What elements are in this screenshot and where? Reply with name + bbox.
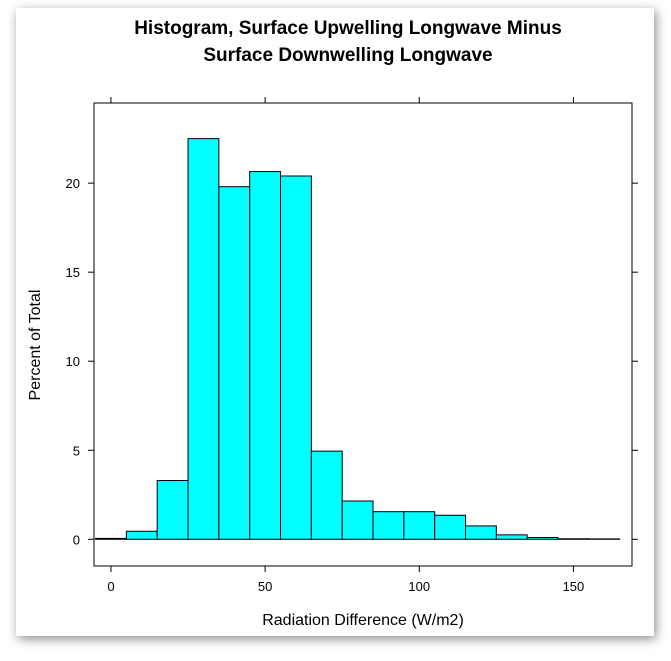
histogram-bar-5 [249,171,282,540]
histogram-bar-8 [341,500,374,540]
chart-title-line-2: Surface Downwelling Longwave [203,45,492,66]
histogram-bar-7 [310,450,343,540]
histogram-bar-0 [95,537,127,540]
histogram-bar-15 [557,538,590,540]
histogram-bar-10 [403,511,436,540]
y-tick-label-4: 20 [66,176,80,191]
histogram-bar-9 [372,511,405,540]
plot-area: 0 50 100 150 0 5 10 15 20 [66,97,638,594]
plot-border [93,102,633,567]
histogram-bar-11 [434,514,467,540]
y-tick-label-2: 10 [66,354,80,369]
histogram-bar-3 [187,138,220,540]
x-tick-label-3: 150 [563,579,585,594]
x-tick-label-1: 50 [258,579,272,594]
chart-title-line-1: Histogram, Surface Upwelling Longwave Mi… [134,18,562,39]
histogram-chart: Histogram, Surface Upwelling Longwave Mi… [27,18,638,629]
y-tick-label-1: 5 [73,443,80,458]
histogram-bar-6 [280,175,312,540]
y-tick-label-3: 15 [66,265,80,280]
histogram-bar-14 [526,537,559,540]
chart-frame: Histogram, Surface Upwelling Longwave Mi… [16,8,654,636]
histogram-bar-4 [218,186,251,540]
histogram-bar-12 [465,525,497,540]
y-axis-label: Percent of Total [27,290,44,401]
x-tick-label-0: 0 [107,579,114,594]
histogram-bar-2 [156,480,189,540]
histogram-bar-1 [125,530,158,540]
y-tick-label-0: 0 [73,532,80,547]
x-tick-label-2: 100 [408,579,430,594]
histogram-bar-13 [495,534,528,540]
x-axis-label: Radiation Difference (W/m2) [262,612,464,629]
